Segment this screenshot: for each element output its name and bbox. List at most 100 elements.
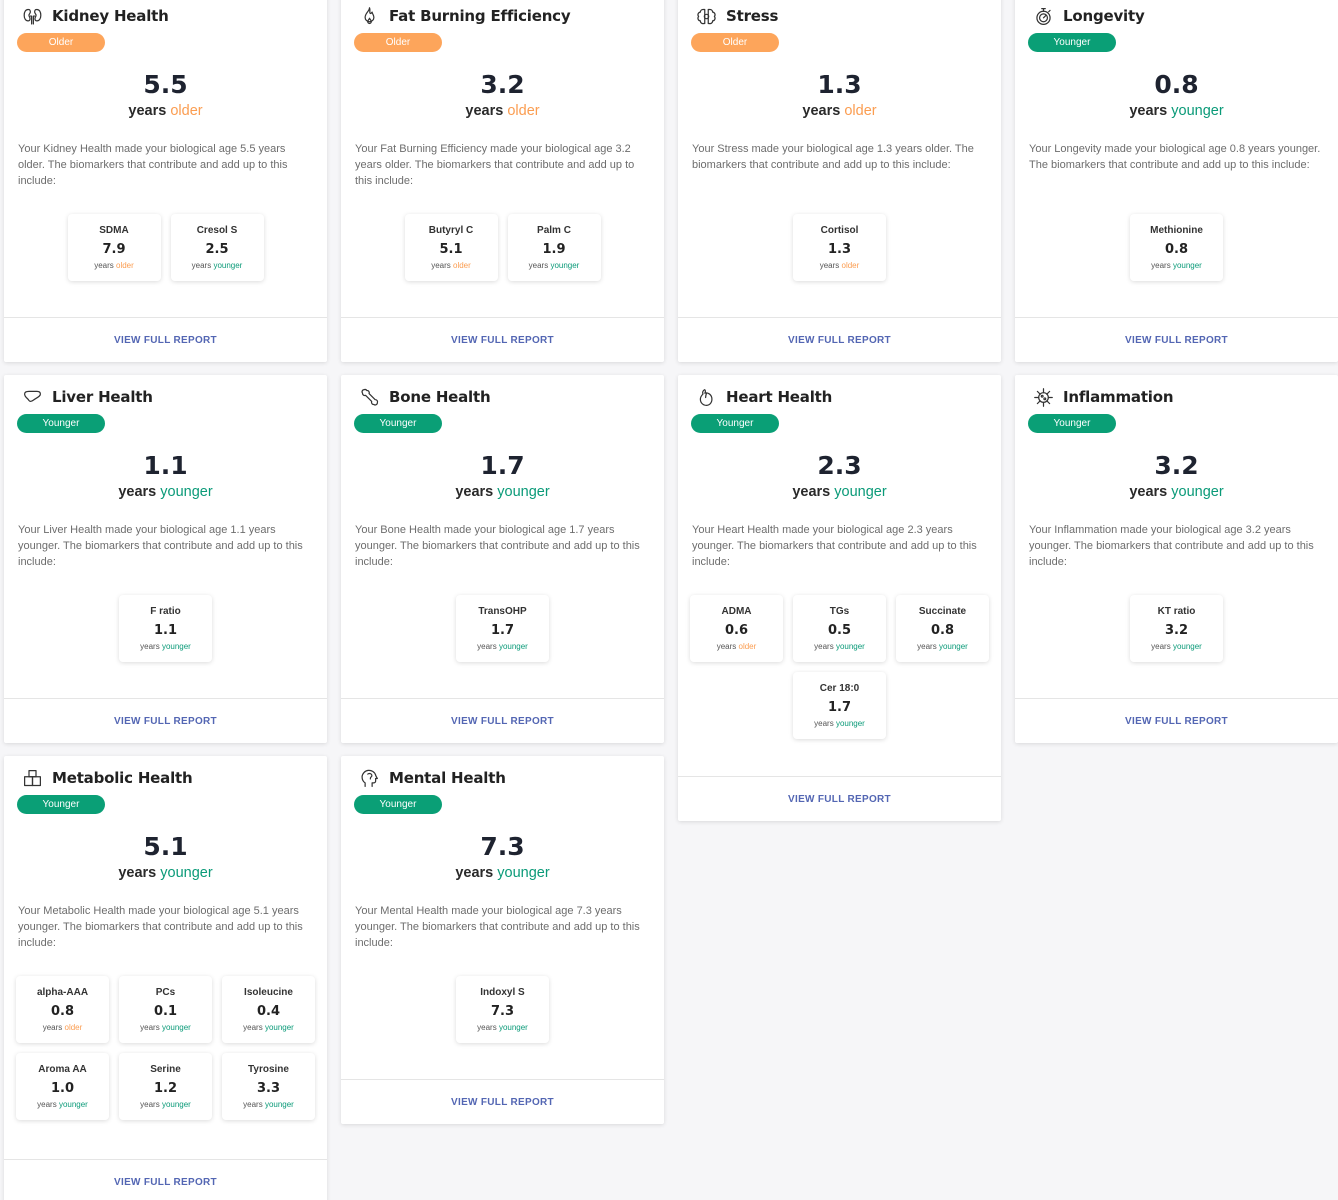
status-badge: Younger xyxy=(1028,33,1116,52)
biomarker-card[interactable]: Cer 18:0 1.7 years younger xyxy=(793,672,886,739)
view-full-report-link[interactable]: VIEW FULL REPORT xyxy=(678,776,1001,821)
years-word: years xyxy=(455,865,494,881)
biomarker-label: years younger xyxy=(793,719,886,728)
biomarker-years-word: years xyxy=(94,261,114,270)
stopwatch-icon xyxy=(1031,4,1055,28)
view-full-report-link[interactable]: VIEW FULL REPORT xyxy=(4,317,327,362)
biomarker-card[interactable]: SDMA 7.9 years older xyxy=(67,214,161,281)
card-header: Metabolic Health xyxy=(20,766,327,790)
direction-word: younger xyxy=(160,484,213,500)
card-title: Heart Health xyxy=(726,388,833,406)
biomarker-card[interactable]: Isoleucine 0.4 years younger xyxy=(222,976,315,1043)
biomarker-label: years younger xyxy=(171,261,264,270)
view-full-report-link[interactable]: VIEW FULL REPORT xyxy=(1015,317,1338,362)
biomarker-direction: younger xyxy=(264,1100,294,1109)
view-full-report-link[interactable]: VIEW FULL REPORT xyxy=(341,698,664,743)
card-stress: Stress Older 1.3 years older Your Stress… xyxy=(678,0,1001,362)
view-full-report-link[interactable]: VIEW FULL REPORT xyxy=(4,1159,327,1200)
biomarker-label: years older xyxy=(690,642,783,651)
view-full-report-link[interactable]: VIEW FULL REPORT xyxy=(341,1079,664,1124)
biomarker-years-word: years xyxy=(716,642,737,651)
biomarker-value: 1.2 xyxy=(153,1081,178,1096)
age-difference-value: 3.2 xyxy=(480,70,525,99)
biomarker-list: TransOHP 1.7 years younger xyxy=(351,595,654,662)
direction-word: younger xyxy=(497,484,550,500)
biomarker-value: 5.1 xyxy=(439,242,463,257)
biomarker-value: 2.5 xyxy=(205,242,229,257)
age-difference-value: 1.1 xyxy=(143,451,188,480)
years-word: years xyxy=(1129,103,1168,119)
biomarker-card[interactable]: ADMA 0.6 years older xyxy=(690,595,783,662)
head-icon xyxy=(357,766,381,790)
biomarker-years-word: years xyxy=(528,261,549,270)
biomarker-direction: older xyxy=(453,261,471,270)
biomarker-years-word: years xyxy=(42,1023,63,1032)
biomarker-name: Butyryl C xyxy=(428,225,474,236)
view-full-report-link[interactable]: VIEW FULL REPORT xyxy=(341,317,664,362)
age-difference-label: years younger xyxy=(678,483,1001,501)
biomarker-years-word: years xyxy=(140,1100,160,1109)
biomarker-name: Succinate xyxy=(918,606,967,617)
biomarker-card[interactable]: F ratio 1.1 years younger xyxy=(119,595,212,662)
card-description: Your Bone Health made your biological ag… xyxy=(355,524,640,568)
biomarker-years-word: years xyxy=(140,1023,160,1032)
card-description: Your Heart Health made your biological a… xyxy=(692,524,977,568)
biomarker-card[interactable]: KT ratio 3.2 years younger xyxy=(1130,595,1223,662)
card-title: Stress xyxy=(726,7,779,25)
bone-icon xyxy=(357,385,381,409)
biomarker-card[interactable]: Aroma AA 1.0 years younger xyxy=(16,1053,109,1120)
liver-icon xyxy=(20,385,44,409)
biomarker-name: Cresol S xyxy=(196,225,238,236)
biomarker-label: years older xyxy=(68,261,161,270)
biomarker-years-word: years xyxy=(243,1023,263,1032)
biomarker-value: 0.4 xyxy=(256,1004,281,1019)
biomarker-card[interactable]: Cortisol 1.3 years older xyxy=(793,214,886,281)
biomarker-direction: younger xyxy=(1172,261,1202,270)
card-bone-health: Bone Health Younger 1.7 years younger Yo… xyxy=(341,375,664,743)
biomarker-card[interactable]: TransOHP 1.7 years younger xyxy=(456,595,549,662)
age-difference-label: years older xyxy=(678,102,1001,120)
biomarker-direction: older xyxy=(738,642,757,651)
card-description: Your Fat Burning Efficiency made your bi… xyxy=(355,143,635,187)
years-word: years xyxy=(455,484,494,500)
biomarker-card[interactable]: Methionine 0.8 years younger xyxy=(1130,214,1223,281)
biomarker-card[interactable]: Serine 1.2 years younger xyxy=(119,1053,212,1120)
biomarker-years-word: years xyxy=(477,642,497,651)
card-fat-burning-efficiency: Fat Burning Efficiency Older 3.2 years o… xyxy=(341,0,664,362)
biomarker-card[interactable]: Cresol S 2.5 years younger xyxy=(170,214,264,281)
view-full-report-link[interactable]: VIEW FULL REPORT xyxy=(4,698,327,743)
biomarker-card[interactable]: Succinate 0.8 years younger xyxy=(896,595,989,662)
view-full-report-link[interactable]: VIEW FULL REPORT xyxy=(1015,698,1338,743)
biomarker-label: years younger xyxy=(119,1023,212,1032)
biomarker-card[interactable]: Indoxyl S 7.3 years younger xyxy=(456,976,549,1043)
age-difference-value: 7.3 xyxy=(480,832,525,861)
biomarker-name: Tyrosine xyxy=(248,1064,289,1075)
biomarker-list: Indoxyl S 7.3 years younger xyxy=(351,976,654,1043)
biomarker-card[interactable]: Butyryl C 5.1 years older xyxy=(404,214,498,281)
biomarker-card[interactable]: Palm C 1.9 years younger xyxy=(507,214,601,281)
biomarker-card[interactable]: alpha-AAA 0.8 years older xyxy=(16,976,109,1043)
status-badge: Younger xyxy=(354,795,442,814)
age-difference-value: 1.3 xyxy=(817,70,862,99)
biomarker-value: 1.7 xyxy=(490,623,515,638)
biomarker-years-word: years xyxy=(917,642,937,651)
biomarker-value: 1.0 xyxy=(50,1081,75,1096)
view-full-report-link[interactable]: VIEW FULL REPORT xyxy=(678,317,1001,362)
biomarker-value: 0.6 xyxy=(724,623,749,638)
biomarker-list: KT ratio 3.2 years younger xyxy=(1025,595,1328,662)
card-description: Your Mental Health made your biological … xyxy=(355,905,640,949)
biomarker-name: Cortisol xyxy=(820,225,859,236)
biomarker-card[interactable]: TGs 0.5 years younger xyxy=(793,595,886,662)
biomarker-card[interactable]: PCs 0.1 years younger xyxy=(119,976,212,1043)
direction-word: older xyxy=(170,103,203,119)
biomarker-name: F ratio xyxy=(150,606,181,617)
biomarker-name: Aroma AA xyxy=(38,1064,87,1075)
biomarker-years-word: years xyxy=(1151,261,1171,270)
biomarker-list: F ratio 1.1 years younger xyxy=(14,595,317,662)
direction-word: younger xyxy=(497,865,550,881)
card-header: Heart Health xyxy=(694,385,1001,409)
biomarker-years-word: years xyxy=(814,719,834,728)
direction-word: older xyxy=(507,103,540,119)
biomarker-card[interactable]: Tyrosine 3.3 years younger xyxy=(222,1053,315,1120)
direction-word: younger xyxy=(1171,484,1224,500)
